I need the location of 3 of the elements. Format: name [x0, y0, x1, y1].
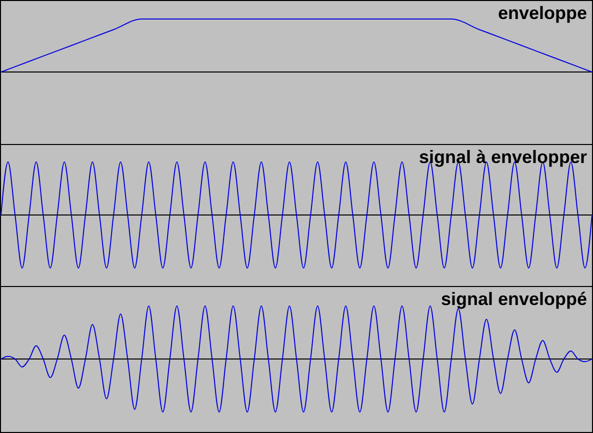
chart-title: enveloppe — [498, 3, 587, 23]
chart-title: signal enveloppé — [440, 289, 587, 309]
chart-title: signal à envelopper — [418, 147, 587, 167]
